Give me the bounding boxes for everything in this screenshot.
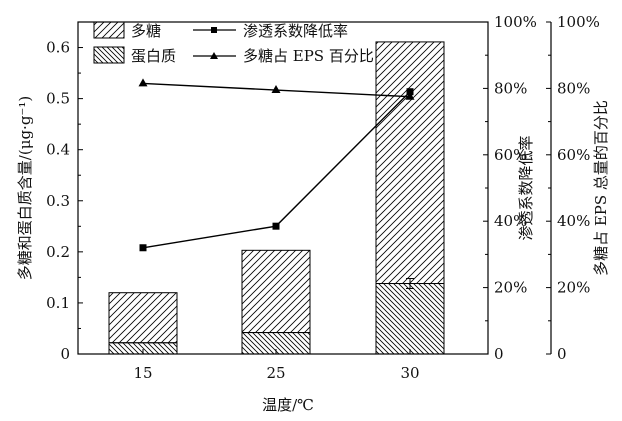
point-permeability: [272, 222, 280, 230]
lines: [138, 78, 415, 252]
y-axis-label: 多糖和蛋白质含量/(μg·g⁻¹): [16, 96, 34, 280]
bars: [108, 41, 445, 355]
y3-tick-label: 100%: [557, 13, 600, 31]
legend-swatch-polysaccharide: [93, 21, 125, 39]
y3-tick-label: 60%: [557, 146, 590, 164]
y3-tick-label: 40%: [557, 212, 590, 230]
y2-tick-label: 40%: [494, 212, 527, 230]
y-tick-label: 0.2: [46, 243, 70, 261]
y3-tick-label: 0: [557, 345, 567, 363]
bar-polysaccharide: [241, 249, 311, 334]
y-tick-label: 0.4: [46, 141, 70, 159]
legend-label-protein: 蛋白质: [131, 47, 176, 65]
right-axis-1-label: 渗透系数降低率: [517, 135, 535, 240]
right-axis-2-label: 多糖占 EPS 总量的百分比: [592, 100, 610, 276]
y-tick-label: 0.5: [46, 90, 70, 108]
x-axis-label: 温度/℃: [262, 396, 314, 414]
left-axis: 0 0.1 0.2 0.3 0.4 0.5 0.6: [46, 39, 83, 363]
x-tick-label: 15: [133, 364, 152, 382]
y-tick-label: 0.1: [46, 294, 70, 312]
y3-tick-label: 80%: [557, 79, 590, 97]
x-tick-label: 25: [266, 364, 285, 382]
y2-tick-label: 100%: [494, 13, 537, 31]
bar-protein: [375, 283, 445, 355]
bar-polysaccharide: [375, 41, 445, 285]
legend-swatch-protein: [93, 46, 125, 64]
legend-label-eps: 多糖占 EPS 百分比: [243, 47, 374, 65]
point-eps: [271, 85, 281, 94]
point-eps: [405, 91, 415, 100]
bar-polysaccharide: [108, 292, 178, 344]
y-tick-label: 0.6: [46, 39, 70, 57]
y-tick-label: 0.3: [46, 192, 70, 210]
legend-label-permeability: 渗透系数降低率: [243, 22, 348, 40]
legend-marker-triangle-icon: [210, 52, 218, 59]
y2-tick-label: 0: [494, 345, 504, 363]
point-permeability: [139, 244, 147, 252]
legend-label-polysaccharide: 多糖: [131, 22, 161, 40]
y2-tick-label: 80%: [494, 79, 527, 97]
x-axis: 15 25 30: [133, 349, 420, 382]
y2-tick-label: 20%: [494, 279, 527, 297]
right-axis-2: 0 20% 40% 60% 80% 100%: [546, 13, 600, 363]
point-eps: [138, 78, 148, 87]
legend-marker-square-icon: [211, 27, 217, 33]
right-axis-1: 0 20% 40% 60% 80% 100%: [483, 13, 537, 363]
x-tick-label: 30: [400, 364, 419, 382]
y2-tick-label: 60%: [494, 146, 527, 164]
y-tick-label: 0: [60, 345, 70, 363]
y3-tick-label: 20%: [557, 279, 590, 297]
legend: 多糖 蛋白质 渗透系数降低率 多糖占 EPS 百分比: [93, 21, 374, 65]
